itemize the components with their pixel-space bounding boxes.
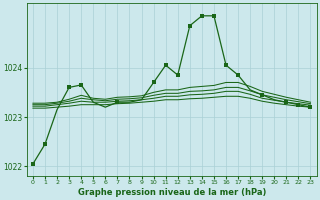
X-axis label: Graphe pression niveau de la mer (hPa): Graphe pression niveau de la mer (hPa) bbox=[77, 188, 266, 197]
